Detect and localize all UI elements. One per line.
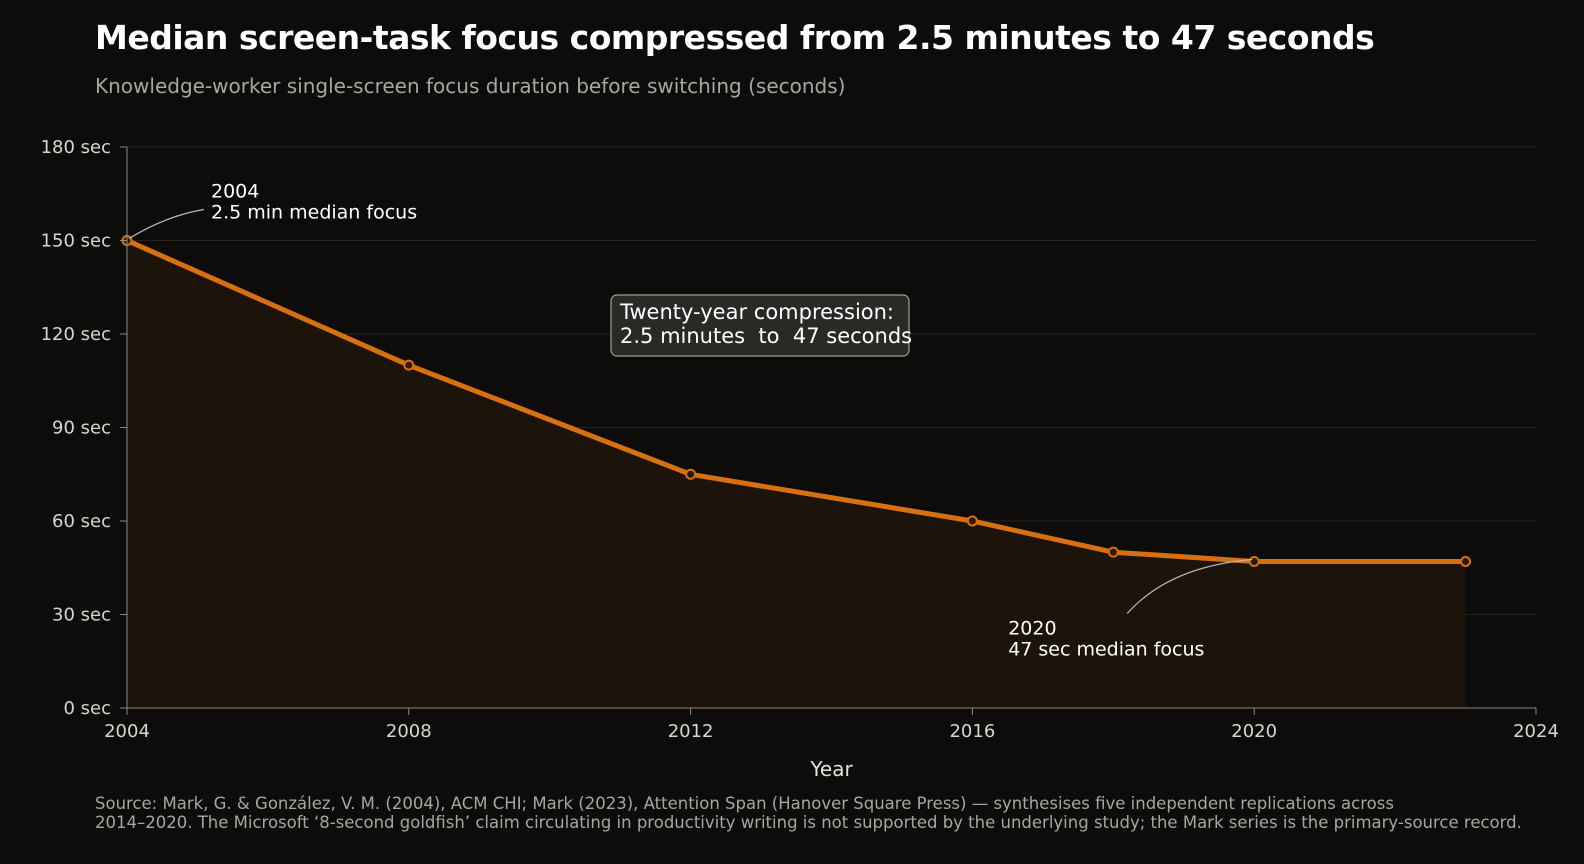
data-point (966, 515, 978, 527)
annotation-2004-text: 2004 (211, 181, 259, 203)
source-note: Source: Mark, G. & González, V. M. (2004… (95, 794, 1555, 832)
x-tick-label: 2004 (104, 721, 150, 742)
data-point (1107, 546, 1119, 558)
annotation-2004-text: 2.5 min median focus (211, 202, 417, 224)
annotation-2020-text: 47 sec median focus (1008, 639, 1204, 661)
annotation-2020-text: 2020 (1008, 618, 1056, 640)
x-tick-label: 2020 (1231, 721, 1277, 742)
axes: 0 sec 30 sec 60 sec 90 sec 120 sec 150 sec 180… (41, 137, 1559, 781)
callout-box-frame (610, 294, 910, 357)
annotation-connector (1126, 558, 1253, 614)
x-tick-label: 2016 (949, 721, 995, 742)
y-tick-label: 180 sec (41, 137, 111, 158)
x-axis-title: Year (809, 757, 853, 781)
x-tick-label: 2012 (668, 721, 714, 742)
data-point (1460, 556, 1472, 568)
source-line-1: Source: Mark, G. & González, V. M. (2004… (95, 794, 1394, 813)
data-point (685, 468, 697, 480)
annotation-connector (128, 208, 205, 240)
y-tick-label: 30 sec (52, 605, 111, 626)
y-tick-label: 90 sec (52, 418, 111, 439)
y-tick-label: 120 sec (41, 324, 111, 345)
callout-box-text: Twenty-year compression: (619, 300, 894, 324)
callout-box-text: 2.5 minutes to 47 seconds (620, 324, 912, 348)
callout-box: Twenty-year compression:2.5 minutes to 4… (610, 294, 912, 357)
chart-subtitle: Knowledge-worker single-screen focus dur… (95, 74, 846, 98)
y-tick-label: 150 sec (41, 231, 111, 252)
source-line-2: 2014–2020. The Microsoft ‘8-second goldf… (95, 813, 1522, 832)
area-fill (127, 240, 1466, 708)
x-tick-label: 2008 (386, 721, 432, 742)
data-point (1248, 556, 1260, 568)
y-tick-label: 0 sec (63, 698, 111, 719)
x-tick-label: 2024 (1513, 721, 1559, 742)
data-point (403, 359, 415, 371)
y-tick-label: 60 sec (52, 511, 111, 532)
chart-title: Median screen-task focus compressed from… (95, 18, 1375, 57)
